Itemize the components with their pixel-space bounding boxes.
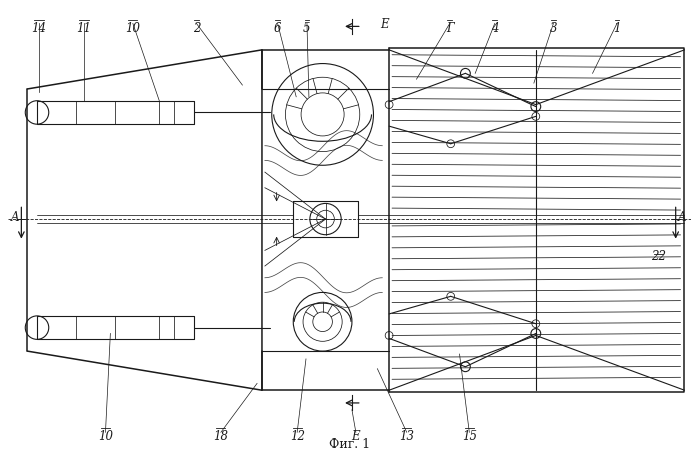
Text: 4: 4 <box>491 22 498 34</box>
Text: 3: 3 <box>549 22 557 34</box>
Text: 14: 14 <box>31 22 46 34</box>
Text: Фиг. 1: Фиг. 1 <box>329 437 370 450</box>
Text: 18: 18 <box>213 429 229 442</box>
Text: 1: 1 <box>613 22 621 34</box>
Text: E: E <box>352 429 360 442</box>
Text: E: E <box>380 18 389 31</box>
Text: 13: 13 <box>399 429 415 442</box>
Text: 6: 6 <box>274 22 282 34</box>
Text: 15: 15 <box>462 429 477 442</box>
Text: 12: 12 <box>289 429 305 442</box>
Text: Г: Г <box>446 22 454 34</box>
Text: 22: 22 <box>651 249 665 262</box>
Text: 5: 5 <box>303 22 310 34</box>
Text: 11: 11 <box>76 22 92 34</box>
Text: 2: 2 <box>193 22 200 34</box>
Text: A: A <box>11 210 20 223</box>
Text: 10: 10 <box>98 429 113 442</box>
Text: 10: 10 <box>125 22 140 34</box>
Text: A: A <box>677 210 686 223</box>
